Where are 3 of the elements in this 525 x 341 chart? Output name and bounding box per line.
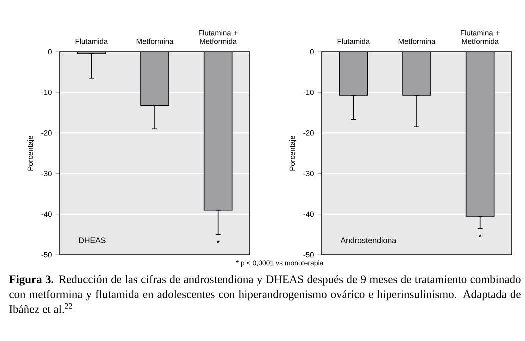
annotation: *: [478, 234, 482, 238]
annotation: *: [216, 240, 220, 244]
text: Figura 3. Reducción de las cifras de androstendiona y DHEAS después de 9 meses de tratamiento combinado con metformina y flutamida en adolescentes con hiperandrogenismo ovárico e hiperinsulinismo. Adaptada de Ibáñez et al.$^{22}$: [9, 275, 521, 314]
